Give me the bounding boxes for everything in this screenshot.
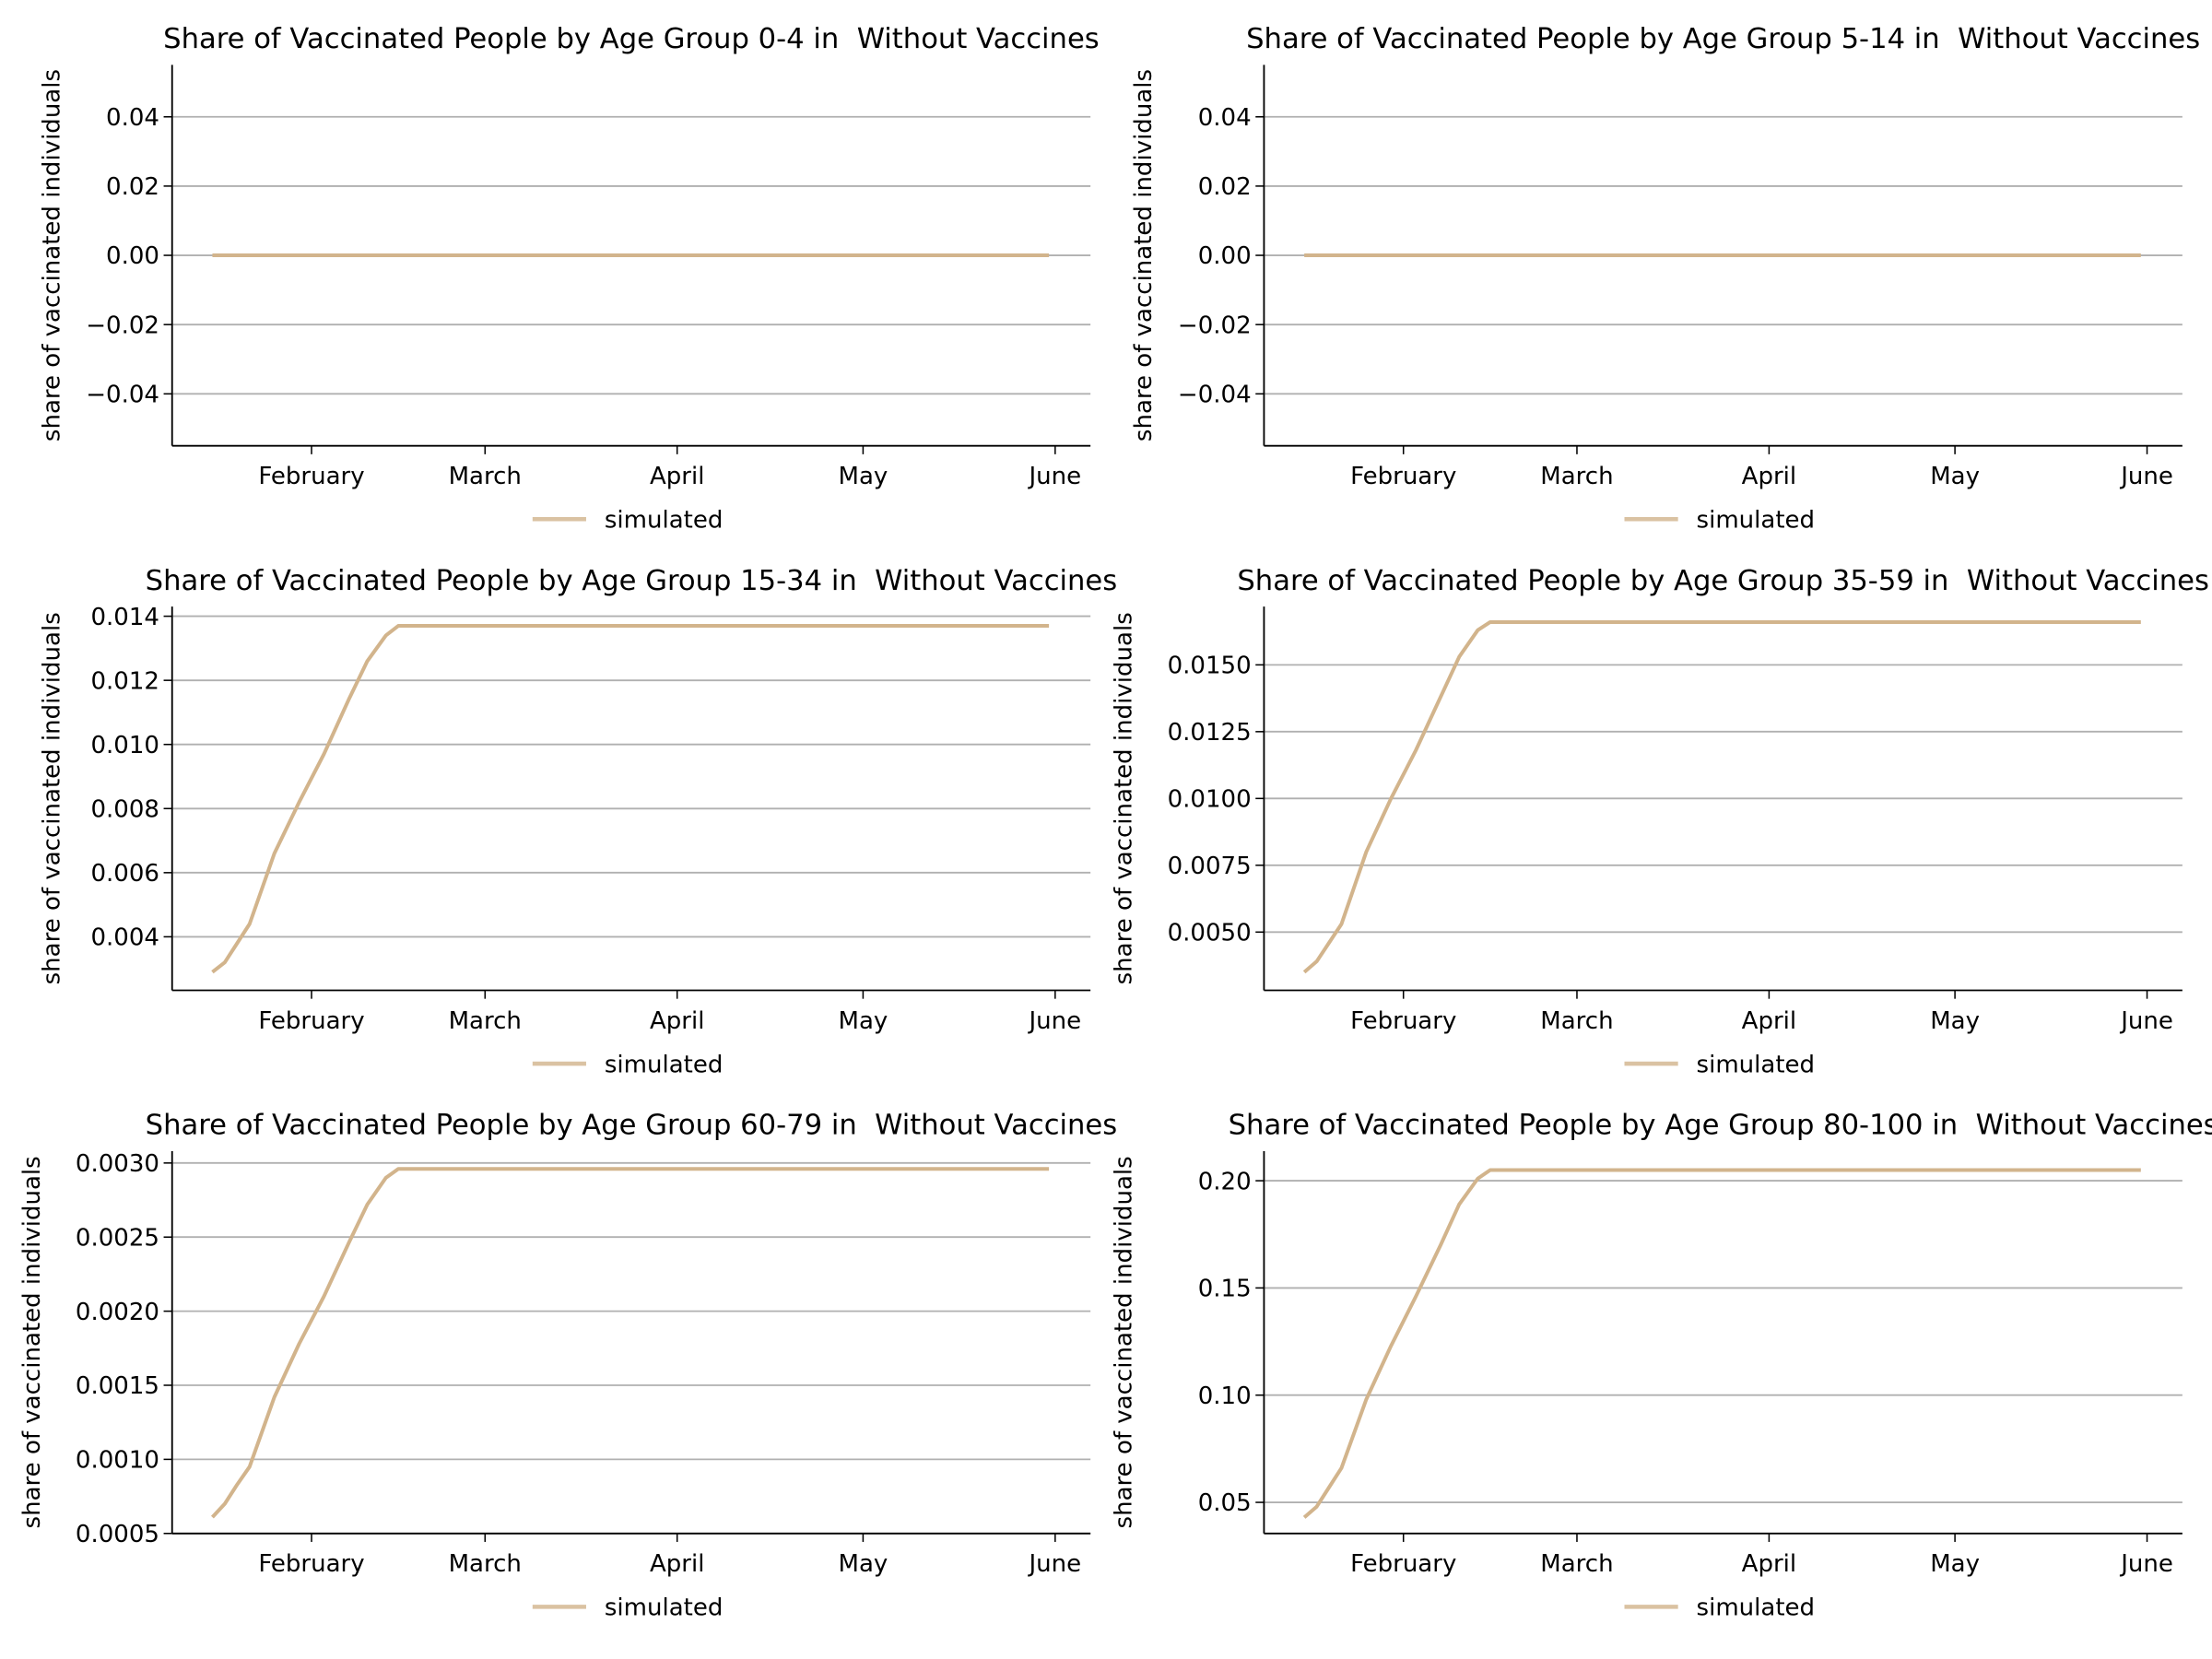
y-tick-label: 0.15 bbox=[1198, 1276, 1252, 1303]
chart-title: Share of Vaccinated People by Age Group … bbox=[146, 1110, 1118, 1142]
y-axis-label: share of vaccinated individuals bbox=[38, 612, 65, 984]
x-tick-label: June bbox=[1028, 463, 1082, 490]
y-tick-label: 0.004 bbox=[90, 924, 159, 952]
x-tick-label: June bbox=[2119, 1007, 2173, 1035]
y-tick-label: 0.00 bbox=[1198, 242, 1252, 270]
y-tick-label: 0.0010 bbox=[76, 1447, 159, 1475]
x-tick-label: May bbox=[1930, 1007, 1980, 1035]
y-tick-label: 0.0050 bbox=[1168, 919, 1252, 947]
subplot: Share of Vaccinated People by Age Group … bbox=[1111, 565, 2209, 1078]
legend-label: simulated bbox=[605, 1594, 724, 1622]
x-tick-label: March bbox=[449, 463, 522, 490]
x-tick-label: February bbox=[258, 1007, 364, 1035]
y-tick-label: 0.0015 bbox=[76, 1372, 159, 1400]
y-axis-label: share of vaccinated individuals bbox=[18, 1156, 46, 1528]
y-axis-label: share of vaccinated individuals bbox=[38, 69, 65, 441]
data-line bbox=[211, 624, 1050, 974]
y-tick-label: 0.014 bbox=[90, 604, 159, 631]
subplot: Share of Vaccinated People by Age Group … bbox=[38, 565, 1117, 1078]
x-tick-label: April bbox=[1742, 1007, 1796, 1035]
y-tick-label: −0.04 bbox=[86, 382, 159, 409]
subplot: Share of Vaccinated People by Age Group … bbox=[18, 1110, 1117, 1622]
y-tick-label: 0.008 bbox=[90, 795, 159, 823]
x-tick-label: May bbox=[839, 1007, 888, 1035]
data-line bbox=[1302, 1168, 2141, 1519]
y-tick-label: 0.006 bbox=[90, 860, 159, 888]
subplot: Share of Vaccinated People by Age Group … bbox=[38, 23, 1099, 534]
data-line bbox=[210, 1167, 1050, 1519]
y-tick-label: 0.02 bbox=[106, 173, 159, 201]
subplot: Share of Vaccinated People by Age Group … bbox=[1130, 23, 2200, 534]
x-tick-label: May bbox=[839, 1550, 888, 1578]
x-tick-label: April bbox=[650, 1550, 704, 1578]
x-tick-label: February bbox=[258, 463, 364, 490]
x-tick-label: May bbox=[1930, 463, 1980, 490]
chart-title: Share of Vaccinated People by Age Group … bbox=[1229, 1110, 2212, 1142]
x-tick-label: March bbox=[1540, 1550, 1613, 1578]
y-tick-label: 0.05 bbox=[1198, 1489, 1252, 1517]
y-tick-label: 0.010 bbox=[90, 732, 159, 759]
y-tick-label: 0.20 bbox=[1198, 1168, 1252, 1195]
y-tick-label: −0.02 bbox=[1178, 312, 1252, 339]
legend-label: simulated bbox=[1697, 1051, 1816, 1078]
legend-label: simulated bbox=[605, 506, 724, 534]
x-tick-label: February bbox=[1350, 1007, 1456, 1035]
x-tick-label: June bbox=[1028, 1007, 1082, 1035]
x-tick-label: February bbox=[258, 1550, 364, 1578]
y-tick-label: 0.0020 bbox=[76, 1299, 159, 1326]
y-axis-label: share of vaccinated individuals bbox=[1111, 612, 1138, 984]
y-tick-label: 0.0100 bbox=[1168, 786, 1252, 814]
x-tick-label: February bbox=[1350, 463, 1456, 490]
legend-label: simulated bbox=[1697, 1594, 1816, 1622]
y-tick-label: 0.00 bbox=[106, 242, 159, 270]
chart-title: Share of Vaccinated People by Age Group … bbox=[146, 565, 1118, 597]
data-line bbox=[1302, 619, 2141, 974]
y-tick-label: 0.04 bbox=[1198, 104, 1252, 132]
legend-label: simulated bbox=[1697, 506, 1816, 534]
x-tick-label: March bbox=[1540, 1007, 1613, 1035]
y-tick-label: 0.0005 bbox=[76, 1521, 159, 1548]
y-tick-label: 0.0075 bbox=[1168, 853, 1252, 880]
x-tick-label: June bbox=[2119, 463, 2173, 490]
x-tick-label: April bbox=[650, 463, 704, 490]
x-tick-label: March bbox=[1540, 463, 1613, 490]
x-tick-label: June bbox=[2119, 1550, 2173, 1578]
y-tick-label: −0.04 bbox=[1178, 382, 1252, 409]
x-tick-label: April bbox=[650, 1007, 704, 1035]
x-tick-label: May bbox=[839, 463, 888, 490]
x-tick-label: April bbox=[1742, 463, 1796, 490]
x-tick-label: May bbox=[1930, 1550, 1980, 1578]
y-tick-label: 0.0125 bbox=[1168, 719, 1252, 747]
x-tick-label: March bbox=[449, 1007, 522, 1035]
x-tick-label: March bbox=[449, 1550, 522, 1578]
chart-title: Share of Vaccinated People by Age Group … bbox=[163, 23, 1100, 55]
y-tick-label: 0.0030 bbox=[76, 1150, 159, 1178]
chart-title: Share of Vaccinated People by Age Group … bbox=[1237, 565, 2209, 597]
y-tick-label: 0.0150 bbox=[1168, 653, 1252, 680]
y-tick-label: 0.012 bbox=[90, 667, 159, 695]
legend-label: simulated bbox=[605, 1051, 724, 1078]
subplot: Share of Vaccinated People by Age Group … bbox=[1111, 1110, 2212, 1622]
y-tick-label: 0.04 bbox=[106, 104, 159, 132]
x-tick-label: June bbox=[1028, 1550, 1082, 1578]
y-tick-label: 0.0025 bbox=[76, 1224, 159, 1252]
x-tick-label: February bbox=[1350, 1550, 1456, 1578]
y-tick-label: 0.02 bbox=[1198, 173, 1252, 201]
y-tick-label: 0.10 bbox=[1198, 1382, 1252, 1410]
y-tick-label: −0.02 bbox=[86, 312, 159, 339]
y-axis-label: share of vaccinated individuals bbox=[1130, 69, 1158, 441]
y-axis-label: share of vaccinated individuals bbox=[1111, 1156, 1138, 1528]
chart-title: Share of Vaccinated People by Age Group … bbox=[1246, 23, 2200, 55]
x-tick-label: April bbox=[1742, 1550, 1796, 1578]
